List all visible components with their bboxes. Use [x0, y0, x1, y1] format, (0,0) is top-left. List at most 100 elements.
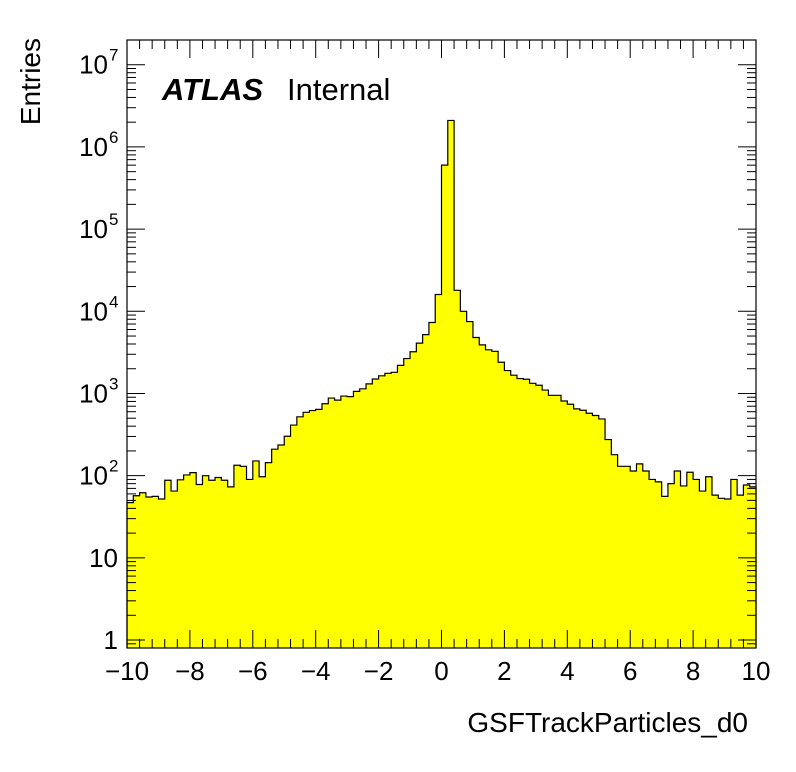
histogram-bar — [661, 496, 669, 648]
histogram-bar — [328, 398, 336, 648]
histogram-bar — [485, 349, 493, 648]
x-tick-label: 6 — [623, 656, 637, 686]
histogram-bar — [315, 409, 323, 648]
y-tick-label: 1 — [104, 625, 118, 655]
histogram-bar — [397, 365, 405, 648]
histogram-bar — [366, 383, 373, 648]
histogram-bar — [189, 472, 197, 648]
y-tick-label: 10 — [79, 132, 108, 162]
histogram-bar — [466, 321, 474, 648]
histogram-bar — [372, 379, 380, 648]
histogram-bar — [227, 486, 235, 648]
y-tick-label: 10 — [79, 379, 108, 409]
histogram-bar — [321, 403, 329, 648]
histogram-bar — [686, 472, 694, 648]
histogram-bar — [215, 477, 222, 648]
histogram-bar — [441, 165, 449, 648]
histogram-bar — [693, 479, 700, 648]
histogram-bar — [422, 334, 430, 648]
histogram-bar — [504, 370, 512, 648]
histogram-bar — [636, 463, 644, 648]
histogram-bar — [353, 391, 361, 648]
histogram-bar — [259, 476, 266, 648]
axis-ticks — [126, 39, 757, 649]
histogram-bar — [491, 351, 499, 648]
histogram-bar — [171, 491, 178, 648]
histogram-bar — [196, 484, 204, 648]
histogram-bar — [667, 483, 675, 648]
histogram-bar — [623, 466, 631, 648]
histogram-bar — [737, 495, 745, 648]
x-tick-label: −8 — [175, 656, 205, 686]
x-tick-labels: −10 −8 −6 −4 −2 0 2 4 6 8 10 — [105, 656, 771, 686]
y-tick-exponent: 5 — [109, 210, 118, 229]
histogram-bar — [309, 410, 317, 648]
histogram-bar — [680, 485, 688, 648]
histogram-bar — [145, 497, 153, 648]
y-tick-exponent: 2 — [109, 457, 118, 476]
histogram-bar — [177, 479, 185, 648]
histogram-bar — [510, 375, 518, 648]
histogram-bar — [454, 290, 461, 648]
histogram-bar — [334, 400, 342, 648]
histogram-bar — [240, 466, 248, 648]
histogram-bar — [674, 470, 682, 648]
histogram-bar — [567, 404, 575, 648]
histogram-bar — [384, 373, 392, 648]
histogram-bar — [139, 492, 147, 648]
histogram-bar — [498, 362, 505, 648]
histogram-bar — [472, 337, 480, 648]
x-tick-label: 2 — [497, 656, 511, 686]
histogram-bar — [202, 475, 210, 648]
y-axis-title: Entries — [15, 38, 46, 125]
histogram-bar — [605, 439, 612, 648]
histogram-bar — [699, 491, 707, 648]
internal-label: Internal — [287, 72, 390, 107]
histogram-bar — [655, 481, 663, 648]
x-tick-label: −4 — [301, 656, 331, 686]
histogram-bar — [573, 408, 581, 648]
histogram-bar — [428, 322, 436, 648]
histogram-bar — [561, 401, 568, 648]
x-axis-title: GSFTrackParticles_d0 — [467, 707, 748, 738]
histogram-bar — [158, 499, 166, 648]
y-tick-exponent: 7 — [109, 46, 118, 65]
histogram-bar — [271, 449, 279, 648]
y-tick-exponent: 3 — [109, 375, 118, 394]
histogram-bar — [724, 499, 732, 648]
histogram-bar — [290, 425, 298, 648]
atlas-label: ATLAS — [161, 72, 263, 107]
histogram-bar — [523, 379, 531, 648]
histogram-bar — [265, 462, 273, 648]
histogram-bar — [208, 480, 216, 648]
histogram-bar — [749, 486, 757, 648]
histogram-bar — [542, 390, 550, 648]
x-tick-label: −2 — [364, 656, 394, 686]
histogram-bar — [410, 351, 417, 648]
histogram-bar — [705, 476, 713, 648]
histogram-bar — [233, 465, 241, 648]
histogram-bar — [592, 415, 600, 648]
x-tick-label: −10 — [105, 656, 149, 686]
histogram-bar — [730, 479, 738, 648]
x-tick-label: 4 — [560, 656, 574, 686]
histogram-bars — [127, 120, 757, 648]
histogram-bar — [277, 445, 285, 648]
histogram-bar — [435, 294, 443, 648]
histogram-bar — [296, 416, 304, 648]
histogram-bar — [611, 454, 619, 648]
histogram-bar — [284, 436, 292, 648]
histogram-bar — [718, 498, 726, 648]
histogram-bar — [303, 412, 311, 648]
histogram-outline — [126, 119, 757, 648]
histogram-bar — [127, 502, 134, 648]
histogram-bar — [403, 358, 411, 648]
x-tick-label: 0 — [434, 656, 448, 686]
histogram-bar — [630, 470, 638, 648]
histogram-bar — [529, 383, 537, 648]
histogram-bar — [221, 480, 229, 648]
histogram-bar — [617, 466, 625, 648]
histogram-bar — [447, 120, 455, 648]
